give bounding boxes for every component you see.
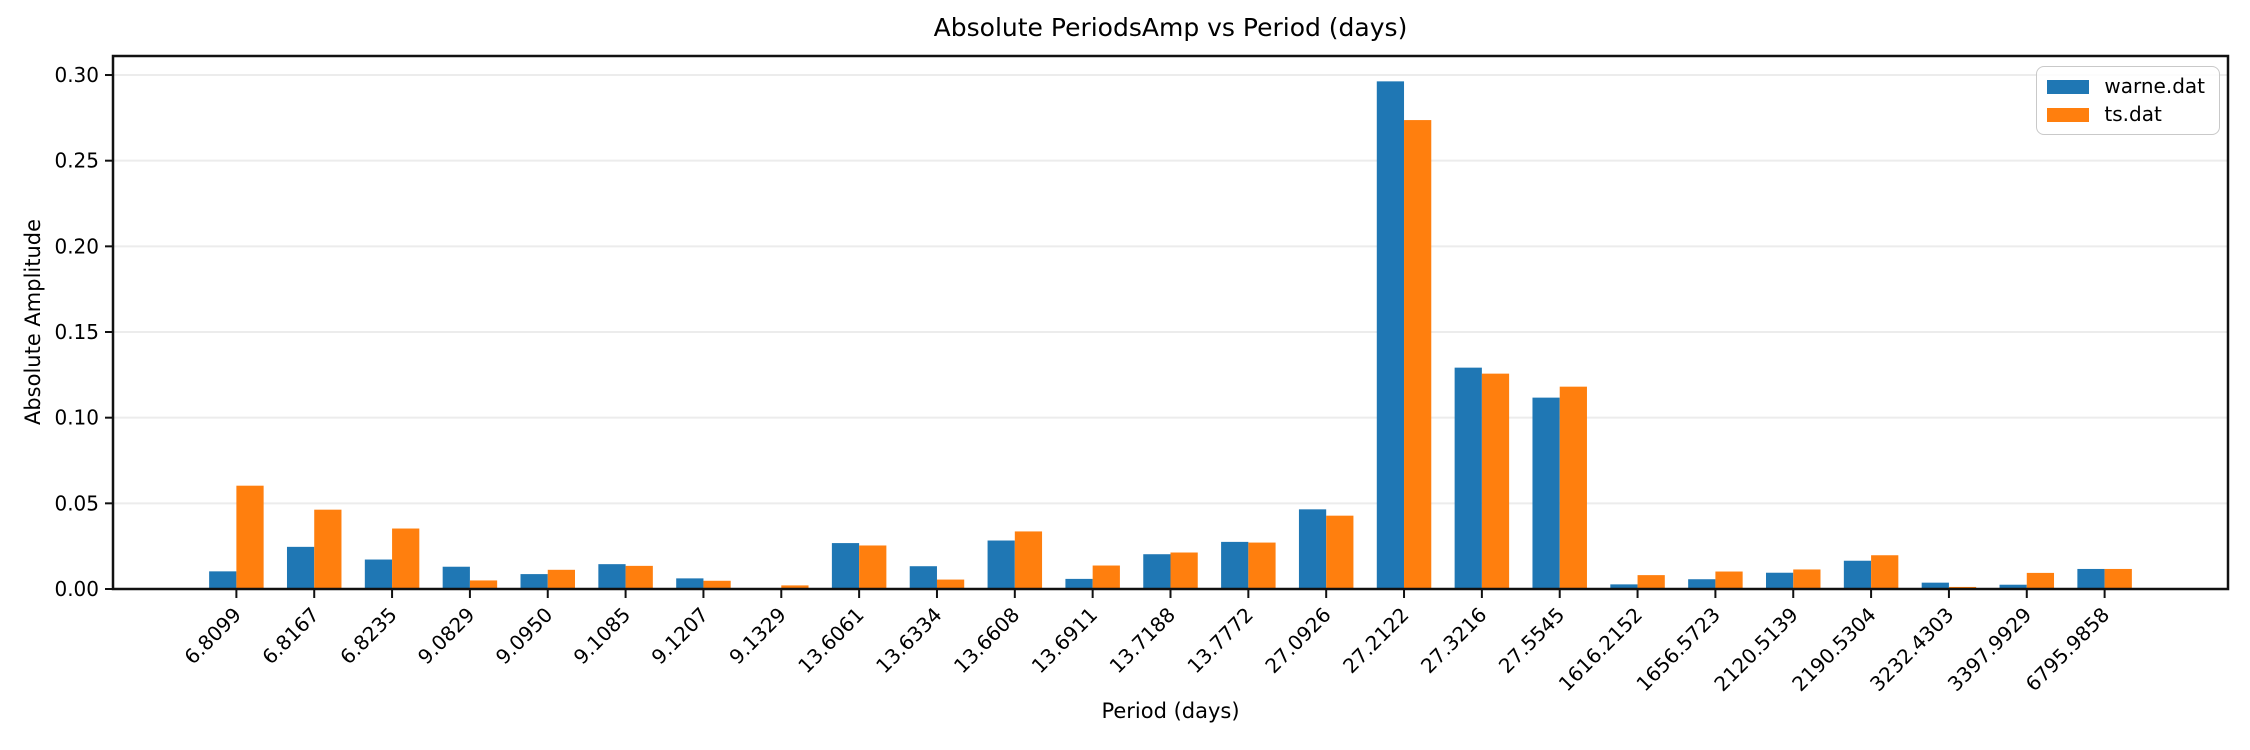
- x-tick-label: 6795.9858: [2021, 603, 2114, 696]
- bar-ts.dat: [936, 579, 965, 589]
- x-tick-label: 27.5545: [1494, 603, 1569, 678]
- x-tick-label: 27.2122: [1338, 603, 1413, 678]
- x-tick-label: 9.1329: [724, 603, 790, 669]
- x-tick-label: 9.0829: [413, 603, 479, 669]
- bar-ts.dat: [1326, 515, 1354, 589]
- bar-ts.dat: [1170, 552, 1198, 589]
- bar-warne.dat: [1843, 560, 1872, 589]
- bar-warne.dat: [1298, 509, 1327, 589]
- bar-warne.dat: [1766, 572, 1794, 589]
- bar-ts.dat: [1871, 555, 1899, 589]
- legend-swatch-warne-icon: [2047, 79, 2090, 94]
- x-tick-label: 13.6608: [949, 603, 1024, 678]
- bar-ts.dat: [1559, 386, 1587, 589]
- bar-warne.dat: [1143, 554, 1171, 589]
- x-tick-label: 9.1085: [569, 603, 635, 669]
- x-axis-label: Period (days): [1101, 699, 1240, 723]
- y-tick-label: 0.20: [54, 234, 99, 258]
- bar-warne.dat: [286, 546, 315, 589]
- bar-warne.dat: [987, 540, 1015, 589]
- bar-ts.dat: [1793, 569, 1821, 589]
- bar-ts.dat: [859, 545, 887, 589]
- x-tick-label: 13.7772: [1182, 603, 1257, 678]
- bar-ts.dat: [392, 528, 420, 589]
- x-tick-label: 9.0950: [491, 603, 557, 669]
- x-tick-label: 9.1207: [647, 603, 713, 669]
- y-tick-label: 0.10: [54, 406, 99, 430]
- x-tick-label: 13.7188: [1105, 603, 1180, 678]
- bar-ts.dat: [625, 565, 653, 589]
- bar-warne.dat: [676, 578, 704, 589]
- bar-warne.dat: [1454, 367, 1482, 589]
- y-tick-label: 0.30: [54, 63, 99, 87]
- bar-warne.dat: [1610, 584, 1638, 589]
- bar-warne.dat: [364, 559, 393, 589]
- y-axis-label: Absolute Amplitude: [21, 218, 45, 426]
- bar-warne.dat: [1065, 578, 1093, 589]
- bar-warne.dat: [2077, 568, 2105, 589]
- legend: warne.dat ts.dat: [2036, 66, 2220, 135]
- bar-ts.dat: [1481, 373, 1510, 589]
- legend-item-ts: ts.dat: [2047, 101, 2205, 128]
- bar-warne.dat: [520, 574, 548, 589]
- bar-warne.dat: [209, 571, 237, 589]
- bar-ts.dat: [1248, 542, 1276, 589]
- bar-warne.dat: [831, 543, 860, 589]
- bar-warne.dat: [909, 566, 937, 589]
- legend-label-warne: warne.dat: [2104, 74, 2205, 98]
- bar-ts.dat: [547, 569, 575, 589]
- bar-ts.dat: [1637, 575, 1665, 589]
- y-tick-label: 0.25: [54, 149, 99, 173]
- chart-title: Absolute PeriodsAmp vs Period (days): [933, 13, 1408, 42]
- x-tick-label: 6.8167: [257, 603, 323, 669]
- bar-ts.dat: [703, 580, 731, 589]
- x-tick-label: 27.0926: [1260, 603, 1335, 678]
- bar-ts.dat: [469, 580, 498, 589]
- legend-swatch-ts-icon: [2047, 107, 2090, 122]
- legend-item-warne: warne.dat: [2047, 73, 2205, 100]
- bar-ts.dat: [781, 585, 809, 589]
- bar-ts.dat: [2026, 572, 2055, 589]
- x-tick-label: 13.6911: [1027, 603, 1102, 678]
- plot-border: [111, 54, 2230, 591]
- bar-warne.dat: [1999, 584, 2027, 589]
- x-tick-label: 6.8235: [335, 603, 401, 669]
- x-tick-label: 13.6334: [871, 603, 946, 678]
- legend-label-ts: ts.dat: [2104, 102, 2162, 126]
- bar-ts.dat: [1092, 565, 1120, 589]
- x-tick-label: 13.6061: [793, 603, 868, 678]
- x-tick-label: 6.8099: [179, 603, 245, 669]
- bar-ts.dat: [2104, 568, 2132, 589]
- bar-ts.dat: [1404, 120, 1432, 589]
- bar-warne.dat: [1532, 397, 1560, 589]
- y-tick-label: 0.15: [54, 320, 99, 344]
- y-tick-label: 0.00: [54, 577, 99, 601]
- bar-ts.dat: [1715, 571, 1743, 589]
- bar-warne.dat: [1688, 579, 1716, 589]
- bar-ts.dat: [314, 509, 342, 589]
- bar-warne.dat: [1376, 81, 1405, 589]
- bar-warne.dat: [1221, 541, 1249, 589]
- bar-ts.dat: [1014, 531, 1043, 589]
- x-tick-label: 27.3216: [1416, 603, 1491, 678]
- y-tick-label: 0.05: [54, 491, 99, 515]
- bar-warne.dat: [598, 564, 626, 589]
- bar-warne.dat: [442, 566, 470, 589]
- bar-warne.dat: [1921, 582, 1949, 589]
- bar-ts.dat: [236, 485, 264, 589]
